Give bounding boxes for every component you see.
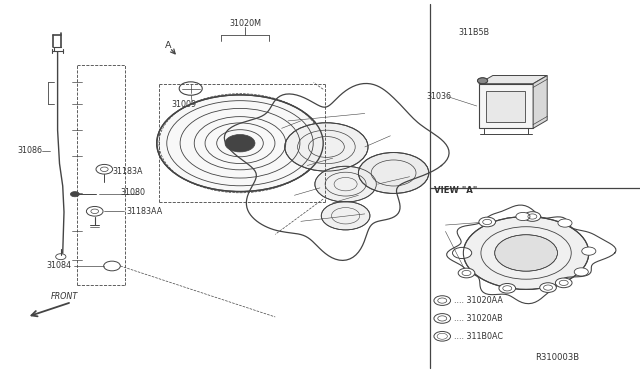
Circle shape [434,331,451,341]
Text: 31080: 31080 [120,188,145,197]
Circle shape [524,212,541,221]
Circle shape [499,283,516,293]
Text: 311B5B: 311B5B [458,28,490,37]
Text: .... 31020AB: .... 31020AB [454,314,503,323]
Circle shape [225,135,255,152]
Circle shape [285,123,368,171]
Circle shape [516,212,530,221]
Circle shape [434,314,451,323]
Text: .... 31020AA: .... 31020AA [454,296,503,305]
Circle shape [477,78,488,84]
Circle shape [315,166,376,202]
Text: VIEW "A": VIEW "A" [434,186,477,195]
Text: A: A [165,41,172,50]
Text: R310003B: R310003B [535,353,579,362]
Circle shape [434,296,451,305]
Circle shape [157,95,323,192]
Text: 31009: 31009 [172,100,196,109]
Text: .... 311B0AC: .... 311B0AC [454,332,504,341]
Circle shape [582,247,596,255]
Circle shape [558,219,572,227]
Text: 31183A: 31183A [112,167,143,176]
Circle shape [495,235,557,271]
Polygon shape [479,76,547,84]
Circle shape [70,192,79,197]
Circle shape [458,268,475,278]
Text: 31183AA: 31183AA [127,207,163,216]
Text: FRONT: FRONT [51,292,77,301]
Text: 31084: 31084 [46,262,71,270]
Polygon shape [533,76,547,128]
Text: 31020M: 31020M [229,19,261,28]
Circle shape [479,217,495,227]
Circle shape [452,247,472,259]
Circle shape [556,278,572,288]
Circle shape [321,202,370,230]
Circle shape [463,217,589,289]
Bar [486,91,525,122]
Circle shape [358,153,429,193]
Bar [479,84,533,128]
Text: 31036: 31036 [427,92,452,101]
Text: 31086: 31086 [18,146,43,155]
Circle shape [574,268,588,276]
Circle shape [540,283,556,292]
